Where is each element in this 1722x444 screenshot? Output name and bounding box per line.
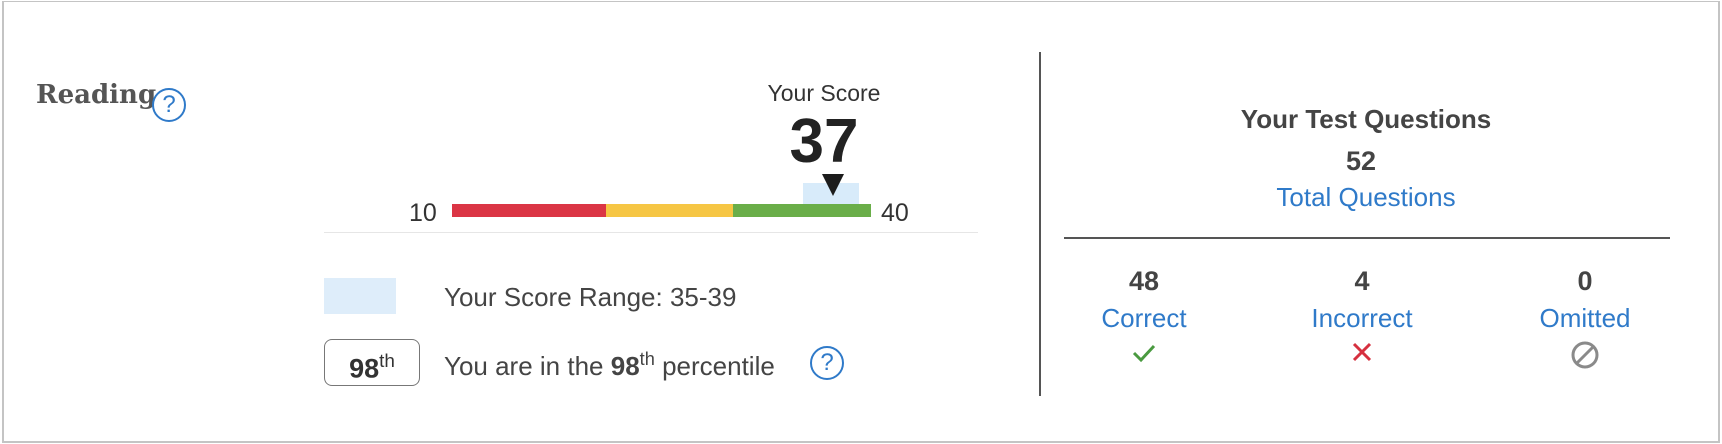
- score-bar-low: [452, 204, 606, 217]
- percentile-text-before: You are in the: [444, 351, 604, 381]
- score-bar-mid: [606, 204, 733, 217]
- total-questions-label: Total Questions: [1066, 182, 1666, 213]
- percentile-text-after: percentile: [662, 351, 775, 381]
- correct-count: 48: [1044, 266, 1244, 297]
- test-questions-title: Your Test Questions: [1066, 104, 1666, 135]
- score-bar-high: [733, 204, 871, 217]
- ban-icon: [1485, 340, 1685, 370]
- your-score-label: Your Score: [744, 80, 904, 107]
- stat-incorrect: 4 Incorrect: [1262, 266, 1462, 370]
- omitted-count: 0: [1485, 266, 1685, 297]
- score-range-legend-swatch: [324, 278, 396, 314]
- check-icon: [1044, 340, 1244, 370]
- percentile-badge-number: 98: [349, 353, 379, 383]
- stat-correct: 48 Correct: [1044, 266, 1244, 370]
- percentile-number: 98: [611, 351, 640, 381]
- x-icon: [1262, 340, 1462, 370]
- scale-max-label: 40: [881, 199, 909, 228]
- stat-omitted: 0 Omitted: [1485, 266, 1685, 370]
- vertical-divider: [1039, 52, 1041, 396]
- section-title: Reading: [36, 80, 156, 110]
- scale-min-label: 10: [409, 199, 437, 228]
- percentile-text: You are in the 98th percentile: [444, 349, 775, 382]
- omitted-link[interactable]: Omitted: [1485, 303, 1685, 334]
- percentile-suffix: th: [640, 349, 655, 369]
- incorrect-count: 4: [1262, 266, 1462, 297]
- test-questions-divider: [1064, 237, 1670, 239]
- your-score-value: 37: [744, 106, 904, 178]
- score-range-text: Your Score Range: 35-39: [444, 282, 736, 313]
- reading-help-icon[interactable]: ?: [152, 88, 186, 122]
- percentile-help-icon[interactable]: ?: [810, 346, 844, 380]
- percentile-badge: 98th: [324, 339, 420, 386]
- total-questions-count: 52: [1061, 146, 1661, 177]
- percentile-badge-suffix: th: [379, 351, 395, 372]
- correct-link[interactable]: Correct: [1044, 303, 1244, 334]
- incorrect-link[interactable]: Incorrect: [1262, 303, 1462, 334]
- scale-baseline: [324, 232, 978, 233]
- score-marker-icon: [822, 174, 844, 196]
